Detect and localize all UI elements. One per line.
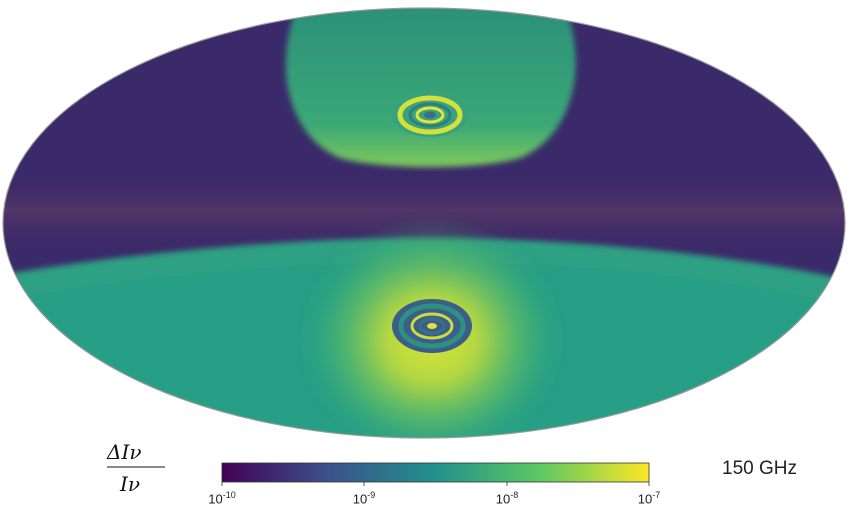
northern-lobe <box>286 0 576 167</box>
frequency-label: 150 GHz <box>722 458 797 480</box>
colorbar-label-numerator: ΔIν <box>107 440 142 464</box>
north-ring-structure <box>392 93 468 137</box>
colorbar-tick-label: 10-7 <box>638 490 660 506</box>
colorbar-tick-label: 10-8 <box>496 490 518 506</box>
south-ring-structure <box>392 299 472 353</box>
colorbar-label-denominator: Iν <box>120 472 140 496</box>
colorbar-tick-label: 10-9 <box>353 490 375 506</box>
colorbar-tick-label: 10-10 <box>208 490 235 506</box>
colorbar-ticks <box>222 482 649 486</box>
colorbar <box>222 463 649 482</box>
